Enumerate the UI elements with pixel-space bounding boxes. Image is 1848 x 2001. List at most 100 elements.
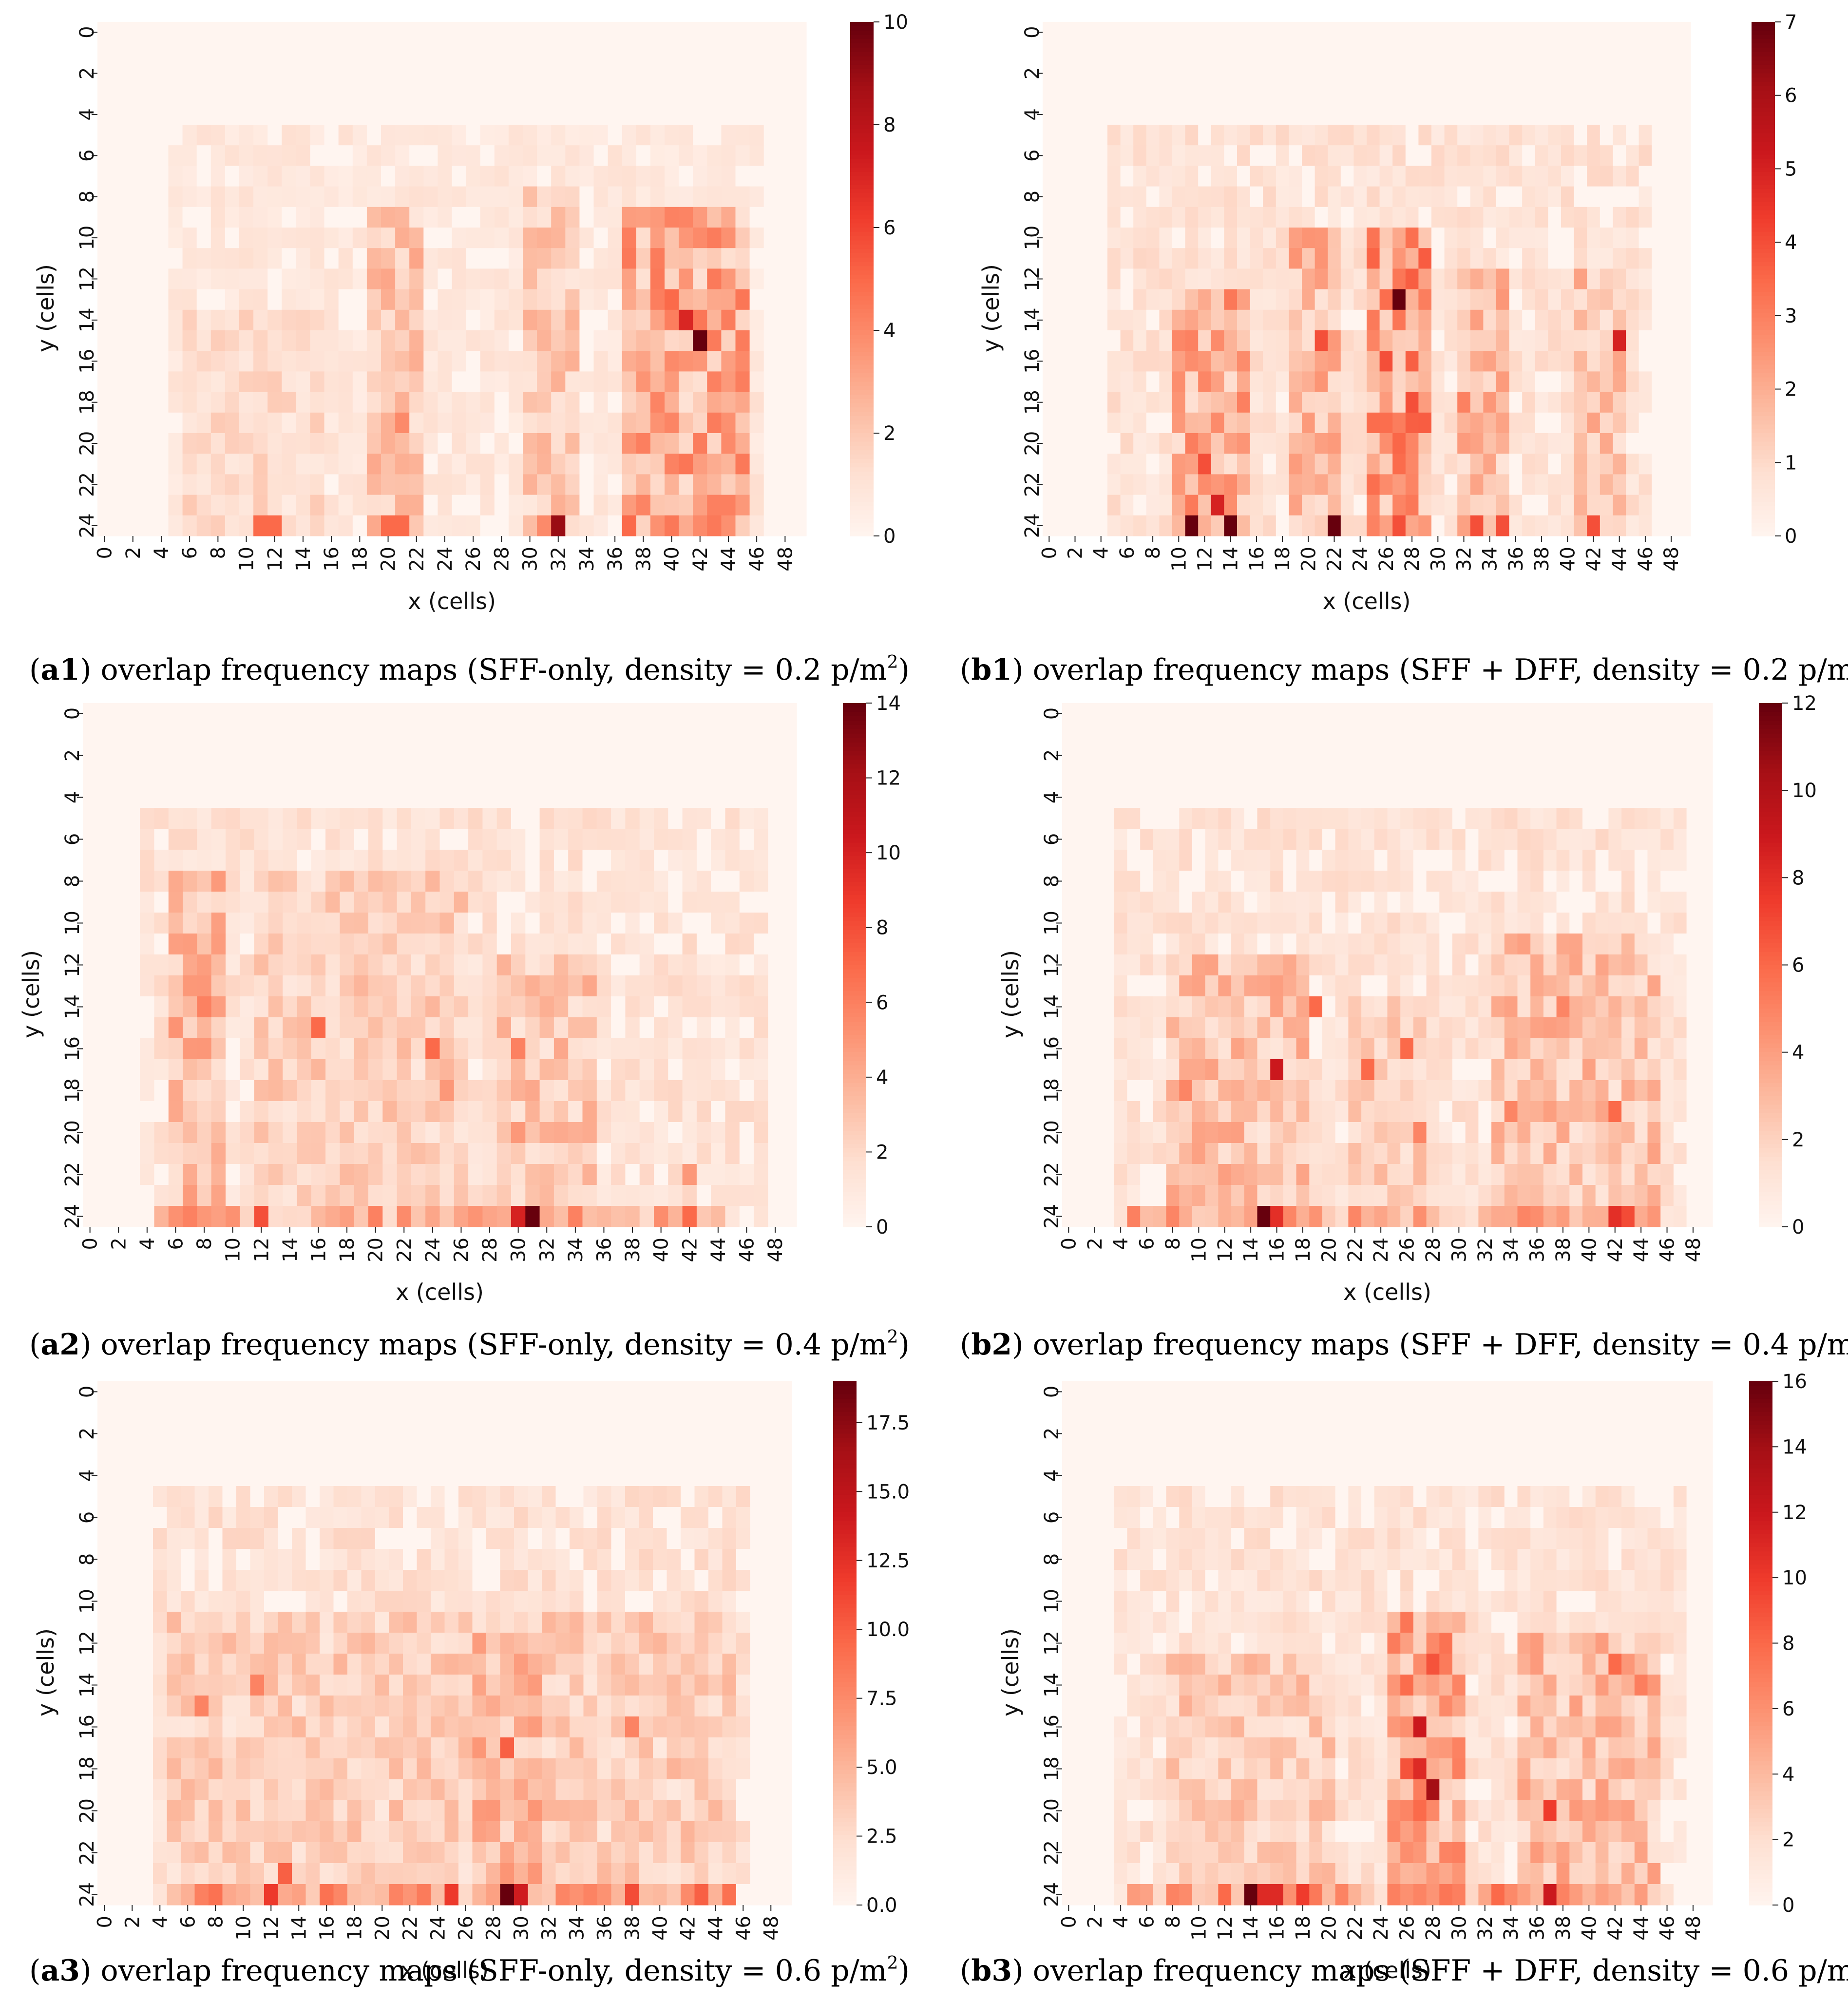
- heatmap-cell: [1068, 454, 1082, 475]
- heatmap-cell: [140, 1206, 155, 1227]
- heatmap-cell: [768, 766, 783, 787]
- heatmap-cell: [382, 996, 398, 1018]
- heatmap-cell: [696, 1185, 711, 1206]
- heatmap-cell: [1205, 808, 1219, 829]
- heatmap-cell: [1257, 850, 1271, 871]
- heatmap-cell: [1172, 330, 1186, 351]
- heatmap-cell: [792, 392, 807, 413]
- heatmap-cell: [297, 1206, 312, 1227]
- heatmap-cell: [297, 850, 312, 871]
- colorbar-segment: [1752, 322, 1775, 327]
- heatmap-cell: [1159, 495, 1173, 516]
- heatmap-cell: [1496, 268, 1510, 290]
- heatmap-cell: [654, 1164, 668, 1185]
- heatmap-cell: [636, 515, 651, 536]
- heatmap-cell: [111, 1185, 126, 1206]
- heatmap-cell: [310, 125, 325, 146]
- heatmap-cell: [1548, 371, 1562, 393]
- heatmap-cell: [338, 433, 353, 454]
- heatmap-cell: [296, 22, 311, 43]
- colorbar-segment: [843, 987, 866, 992]
- heatmap-cell: [1431, 412, 1445, 434]
- heatmap-panel-a1: 0 2 4 6 8 10 12 14 16 18 20 22 24 26 28 30 32 34 36 38 40 42 4…: [29, 11, 910, 687]
- heatmap-cell: [551, 392, 566, 413]
- heatmap-cell: [154, 186, 169, 208]
- heatmap-cell: [182, 289, 197, 310]
- heatmap-cell: [468, 1143, 483, 1164]
- heatmap-cell: [268, 808, 283, 829]
- heatmap-cell: [1483, 42, 1497, 63]
- heatmap-cell: [650, 309, 665, 331]
- heatmap-cell: [325, 1017, 340, 1039]
- heatmap-cell: [226, 703, 240, 724]
- heatmap-cell: [1673, 766, 1687, 787]
- heatmap-cell: [240, 1206, 255, 1227]
- heatmap-cell: [366, 351, 381, 372]
- heatmap-cell: [311, 1017, 326, 1039]
- heatmap-cell: [1289, 63, 1302, 84]
- heatmap-cell: [97, 309, 112, 331]
- heatmap-cell: [423, 330, 438, 351]
- heatmap-cell: [1457, 289, 1471, 310]
- colorbar-segment: [1752, 390, 1775, 395]
- heatmap-cell: [654, 913, 668, 934]
- heatmap-cell: [140, 766, 155, 787]
- heatmap-cell: [782, 892, 797, 913]
- colorbar-segment: [843, 777, 866, 782]
- heatmap-cell: [1289, 166, 1302, 187]
- heatmap-cell: [1315, 392, 1328, 413]
- heatmap-cell: [397, 1059, 412, 1081]
- heatmap-cell: [1638, 207, 1652, 228]
- heatmap-cell: [1483, 268, 1497, 290]
- heatmap-cell: [1677, 186, 1691, 208]
- heatmap-cell: [1244, 892, 1258, 913]
- heatmap-cell: [1101, 829, 1115, 850]
- heatmap-cell: [553, 996, 569, 1018]
- colorbar-segment: [850, 317, 874, 323]
- colorbar-segment: [1752, 351, 1775, 357]
- heatmap-cell: [1574, 371, 1587, 393]
- heatmap-cell: [1276, 104, 1289, 125]
- heatmap-cell: [1400, 787, 1414, 808]
- heatmap-cell: [324, 125, 339, 146]
- heatmap-cell: [83, 1059, 97, 1081]
- heatmap-cell: [579, 495, 594, 516]
- heatmap-cell: [438, 495, 453, 516]
- heatmap-cell: [1613, 125, 1626, 146]
- heatmap-cell: [140, 871, 155, 892]
- heatmap-cell: [1418, 42, 1432, 63]
- heatmap-cell: [1244, 934, 1258, 955]
- heatmap-cell: [650, 474, 665, 495]
- heatmap-cell: [1322, 703, 1336, 724]
- heatmap-cell: [1114, 913, 1128, 934]
- heatmap-cell: [1418, 145, 1432, 166]
- heatmap-cell: [1444, 515, 1458, 536]
- heatmap-cell: [707, 474, 722, 495]
- heatmap-cell: [654, 975, 668, 997]
- heatmap-cell: [1431, 104, 1445, 125]
- heatmap-cell: [611, 1038, 626, 1060]
- colorbar-segment: [1752, 343, 1775, 348]
- heatmap-cell: [268, 871, 283, 892]
- colorbar-segment: [1752, 163, 1775, 168]
- heatmap-cell: [454, 871, 469, 892]
- heatmap-cell: [639, 871, 654, 892]
- heatmap-cell: [1367, 42, 1380, 63]
- heatmap-cell: [1211, 207, 1224, 228]
- heatmap-cell: [1146, 228, 1160, 248]
- heatmap-cell: [1673, 850, 1687, 871]
- heatmap-cell: [1146, 166, 1160, 187]
- heatmap-cell: [792, 474, 807, 495]
- heatmap-cell: [1556, 892, 1570, 913]
- heatmap-cell: [381, 289, 396, 310]
- heatmap-cell: [140, 186, 154, 208]
- colorbar-tick-label: 12: [876, 767, 901, 790]
- heatmap-cell: [1400, 766, 1414, 787]
- heatmap-cell: [1107, 207, 1121, 228]
- heatmap-cell: [1664, 412, 1678, 434]
- heatmap-cell: [1374, 766, 1388, 787]
- heatmap-cell: [352, 186, 367, 208]
- heatmap-cell: [1699, 724, 1713, 745]
- y-tick-label: 22: [61, 1162, 84, 1187]
- heatmap-cell: [111, 1101, 126, 1123]
